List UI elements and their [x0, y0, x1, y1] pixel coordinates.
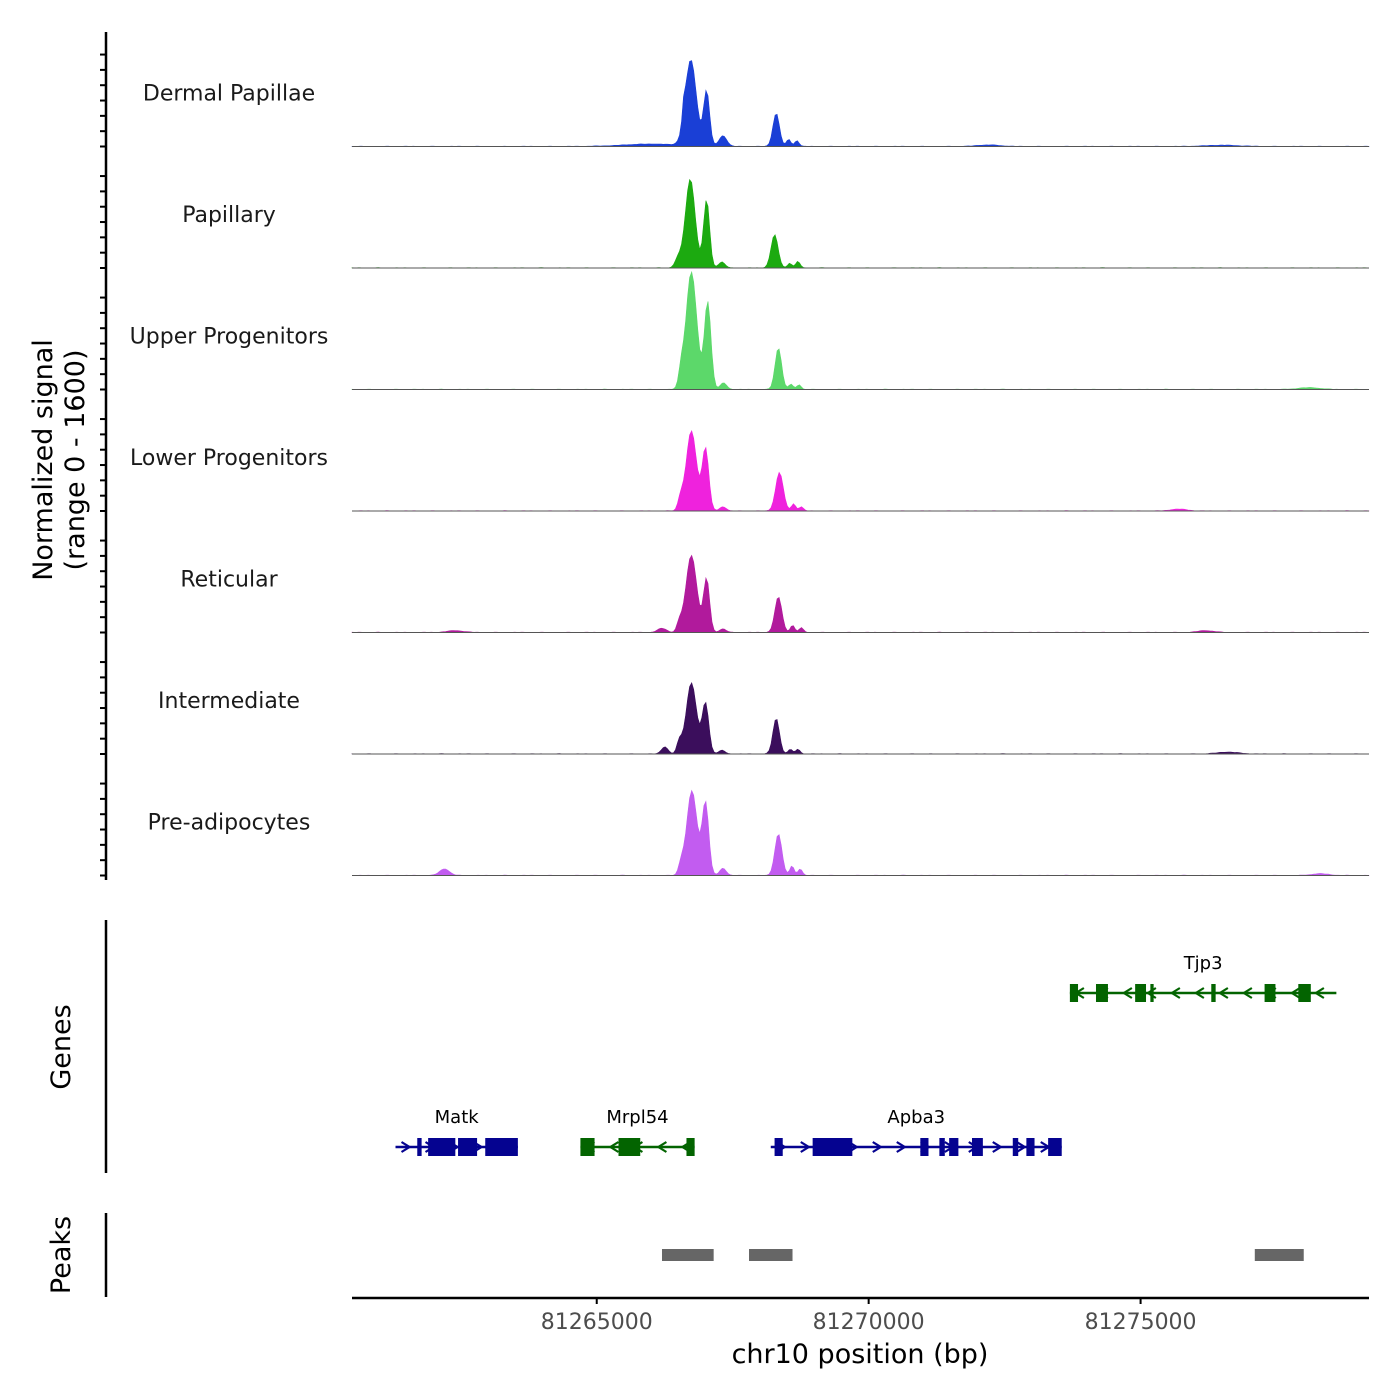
signal-track: Reticular — [180, 554, 1370, 633]
gene-label: Matk — [435, 1107, 480, 1128]
strand-arrow — [1169, 987, 1181, 999]
gene-model: Apba3 — [770, 1107, 1062, 1156]
exon-block — [949, 1138, 959, 1156]
exon-block — [1012, 1138, 1019, 1156]
exon-block — [485, 1138, 518, 1156]
gene-model: Tjp3 — [1069, 953, 1337, 1002]
x-axis-ticks: 81265000 81270000 81275000 — [541, 1298, 1197, 1335]
exon-block — [1264, 984, 1276, 1002]
exon-block — [1150, 984, 1154, 1002]
gene-model: Mrpl54 — [580, 1107, 695, 1156]
track-label: Upper Progenitors — [130, 325, 329, 350]
strand-arrow — [1217, 987, 1229, 999]
signal-area — [351, 178, 1370, 269]
exon-block — [417, 1138, 422, 1156]
signal-area — [351, 682, 1369, 755]
exon-block — [1069, 984, 1079, 1002]
track-label: Papillary — [182, 203, 276, 228]
track-label: Reticular — [180, 568, 278, 593]
signal-track: Lower Progenitors — [130, 429, 1370, 512]
exon-block — [458, 1138, 478, 1156]
strand-arrow — [400, 1141, 412, 1153]
peak-region — [749, 1249, 793, 1261]
exon-block — [812, 1138, 853, 1156]
gene-label: Apba3 — [887, 1107, 945, 1128]
gene-model: Matk — [395, 1107, 518, 1156]
strand-arrow — [1289, 987, 1301, 999]
signal-track: Pre-adipocytes — [148, 789, 1370, 876]
signal-track: Intermediate — [158, 682, 1369, 755]
exon-block — [939, 1138, 945, 1156]
exon-block — [1048, 1138, 1062, 1156]
strand-arrow — [1121, 987, 1133, 999]
peaks-layer — [661, 1249, 1304, 1261]
signal-ylabel-line2: (range 0 - 1600) — [60, 350, 91, 571]
exon-block — [774, 1138, 783, 1156]
exon-block — [1211, 984, 1216, 1002]
strand-arrow — [1016, 1141, 1027, 1153]
exon-block — [971, 1138, 983, 1156]
strand-arrow — [800, 1141, 811, 1153]
x-tick-label: 81270000 — [813, 1310, 925, 1335]
peak-region — [661, 1249, 714, 1261]
strand-arrow — [608, 1141, 619, 1153]
strand-arrow — [872, 1141, 883, 1153]
signal-track: Papillary — [182, 178, 1370, 269]
gene-label: Tjp3 — [1183, 953, 1223, 974]
x-tick-label: 81275000 — [1085, 1310, 1197, 1335]
exon-block — [1095, 984, 1108, 1002]
x-axis-label: chr10 position (bp) — [732, 1339, 989, 1370]
exon-block — [428, 1138, 456, 1156]
exon-block — [1026, 1138, 1035, 1156]
track-label: Pre-adipocytes — [148, 811, 311, 836]
signal-track: Dermal Papillae — [143, 60, 1370, 147]
signal-y-axis-ticks — [100, 53, 106, 877]
strand-arrow — [1193, 987, 1205, 999]
track-label: Lower Progenitors — [130, 446, 328, 471]
signal-ylabel-line1: Normalized signal — [28, 339, 59, 581]
peak-region — [1254, 1249, 1304, 1261]
track-label: Intermediate — [158, 689, 300, 714]
strand-arrow — [656, 1141, 667, 1153]
genes-layer: Tjp3 Matk Mrpl54 Apba3 — [395, 953, 1337, 1156]
exon-block — [686, 1138, 695, 1156]
signal-area — [352, 789, 1370, 876]
peaks-ylabel: Peaks — [46, 1216, 77, 1294]
gene-label: Mrpl54 — [606, 1107, 668, 1128]
exon-block — [580, 1138, 595, 1156]
strand-arrow — [992, 1141, 1003, 1153]
exon-block — [1135, 984, 1147, 1002]
genes-ylabel: Genes — [46, 1004, 77, 1089]
signal-area — [351, 554, 1370, 633]
signal-tracks: Dermal Papillae Papillary Upper Progenitor… — [130, 60, 1370, 876]
strand-arrow — [1313, 987, 1325, 999]
exon-block — [618, 1138, 641, 1156]
strand-arrow — [1241, 987, 1253, 999]
x-tick-label: 81265000 — [541, 1310, 653, 1335]
strand-arrow — [896, 1141, 907, 1153]
signal-track: Upper Progenitors — [130, 270, 1370, 390]
exon-block — [1298, 984, 1311, 1002]
track-label: Dermal Papillae — [143, 82, 315, 107]
signal-area — [351, 270, 1370, 390]
signal-area — [351, 60, 1370, 147]
exon-block — [920, 1138, 929, 1156]
signal-area — [351, 429, 1370, 512]
